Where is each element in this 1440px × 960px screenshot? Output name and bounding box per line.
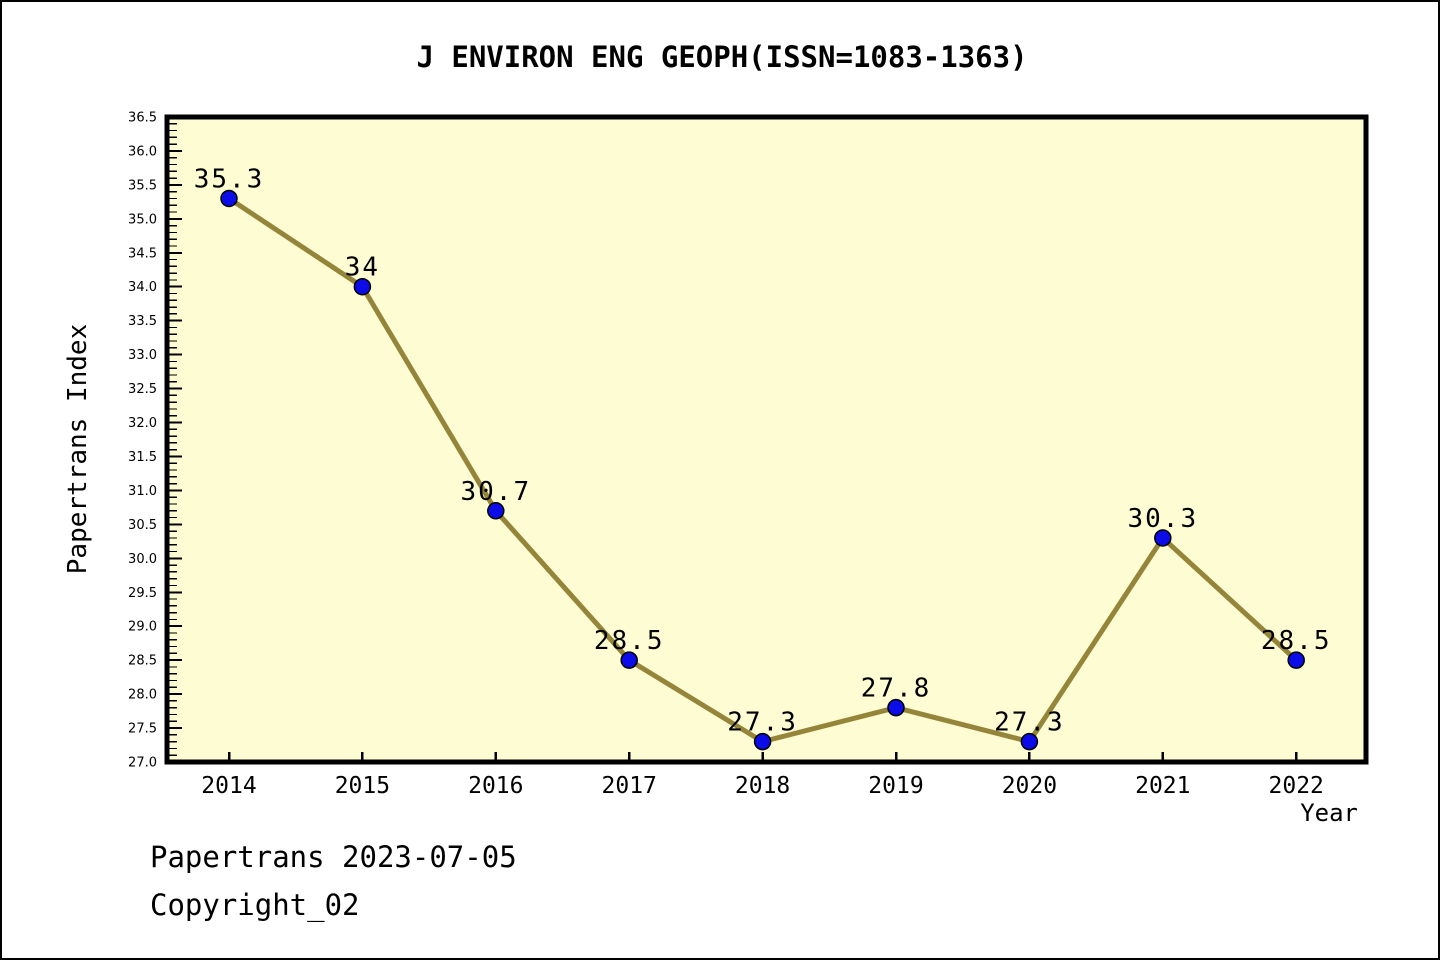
data-points bbox=[220, 189, 1305, 751]
x-tick-label: 2020 bbox=[1002, 773, 1057, 799]
y-tick-label: 29.5 bbox=[128, 586, 157, 601]
data-point-label: 34 bbox=[345, 253, 380, 283]
data-point bbox=[487, 502, 505, 520]
y-tick-label: 27.0 bbox=[128, 756, 157, 771]
data-point bbox=[1287, 651, 1305, 669]
y-axis-ticks: 27.0 27.5 28.0 28.5 29.0 29.5 30.0 30.5 31.0 31.5… bbox=[128, 111, 182, 771]
data-point-label: 28.5 bbox=[594, 626, 665, 656]
y-tick-label: 28.5 bbox=[128, 654, 157, 669]
y-tick-label: 31.5 bbox=[128, 450, 157, 465]
x-tick-label: 2015 bbox=[335, 773, 390, 799]
x-tick-label: 2018 bbox=[735, 773, 790, 799]
y-tick-label: 35.0 bbox=[128, 212, 157, 227]
x-tick-label: 2019 bbox=[868, 773, 923, 799]
data-point-label: 28.5 bbox=[1261, 626, 1332, 656]
x-tick-label: 2016 bbox=[468, 773, 523, 799]
y-tick-label: 34.5 bbox=[128, 246, 157, 261]
plot-area bbox=[164, 114, 1369, 765]
data-point-labels: 35.3 34 30.7 28.5 27.3 27.8 27.3 30.3 28.5 bbox=[194, 164, 1332, 738]
y-tick-label: 35.5 bbox=[128, 178, 157, 193]
footer-date: Papertrans 2023-07-05 bbox=[150, 840, 517, 874]
data-point bbox=[220, 189, 238, 208]
data-point bbox=[887, 698, 905, 717]
data-point-label: 27.3 bbox=[994, 708, 1065, 738]
y-tick-label: 29.0 bbox=[128, 620, 157, 635]
data-point bbox=[1020, 732, 1039, 751]
data-point bbox=[1154, 529, 1172, 547]
y-tick-label: 32.5 bbox=[128, 382, 157, 397]
y-tick-label: 31.0 bbox=[128, 484, 157, 499]
y-tick-label: 32.0 bbox=[128, 416, 157, 431]
x-tick-label: 2014 bbox=[201, 773, 256, 799]
chart-title: J ENVIRON ENG GEOPH(ISSN=1083-1363) bbox=[416, 40, 1028, 74]
y-tick-label: 36.0 bbox=[128, 144, 157, 159]
y-tick-label: 27.5 bbox=[128, 722, 157, 737]
y-tick-label: 33.5 bbox=[128, 314, 157, 329]
data-point-label: 30.3 bbox=[1127, 504, 1198, 534]
y-tick-label: 28.0 bbox=[128, 688, 157, 703]
x-tick-label: 2017 bbox=[602, 773, 657, 799]
x-tick-label: 2021 bbox=[1135, 773, 1190, 799]
x-axis-ticks: 2014 2015 2016 2017 2018 2019 2020 2021 2022 bbox=[201, 752, 1324, 799]
data-point-label: 27.8 bbox=[861, 674, 932, 704]
data-point bbox=[753, 732, 772, 751]
data-point-label: 30.7 bbox=[460, 477, 531, 507]
y-tick-label: 30.0 bbox=[128, 552, 157, 567]
x-tick-label: 2022 bbox=[1269, 773, 1324, 799]
data-point-label: 27.3 bbox=[727, 708, 798, 738]
x-axis-title: Year bbox=[1300, 799, 1358, 827]
data-point bbox=[620, 651, 638, 669]
y-tick-label: 30.5 bbox=[128, 518, 157, 533]
y-tick-label: 33.0 bbox=[128, 348, 157, 363]
data-point-label: 35.3 bbox=[194, 164, 265, 194]
y-tick-label: 34.0 bbox=[128, 280, 157, 295]
data-point bbox=[353, 277, 372, 296]
y-tick-label: 36.5 bbox=[128, 111, 157, 126]
footer-copyright: Copyright_02 bbox=[150, 888, 360, 922]
